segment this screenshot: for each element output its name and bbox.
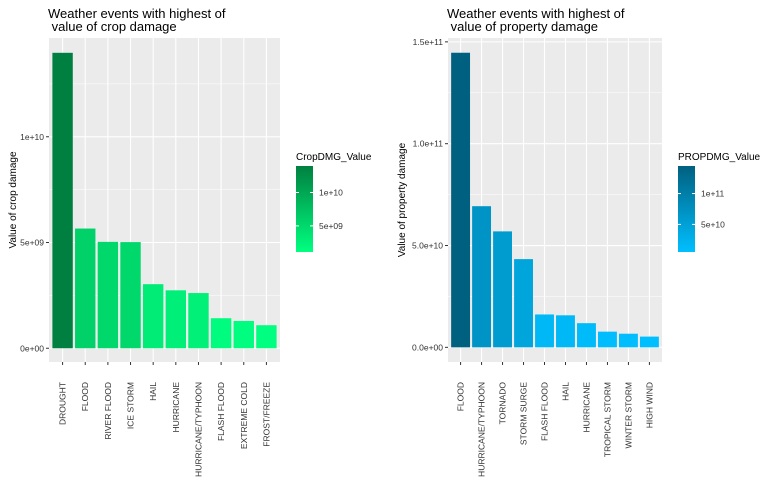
crop-x-tick-label: EXTREME COLD xyxy=(239,382,249,449)
crop-bars xyxy=(52,52,277,349)
crop-bar-extreme-cold xyxy=(233,320,254,349)
property-damage-chart: Weather events with highest of value of … xyxy=(397,6,761,477)
prop-legend-tick-label: 1e+11 xyxy=(701,189,725,199)
prop-bar-hail xyxy=(556,315,575,348)
crop-legend-colorbar xyxy=(296,166,313,252)
prop-y-axis: 0.0e+00 5.0e+10 1.0e+11 1.5e+11 xyxy=(412,37,448,352)
crop-x-tick-label: RIVER FLOOD xyxy=(103,382,113,440)
prop-bar-storm-surge xyxy=(514,259,533,348)
prop-x-tick-label: STORM SURGE xyxy=(519,382,529,445)
prop-bar-tropical-storm xyxy=(598,331,617,348)
crop-bar-hail xyxy=(142,284,164,349)
prop-bars xyxy=(451,52,659,348)
crop-y-tick-label: 0e+00 xyxy=(20,343,44,353)
prop-x-tick-label: WINTER STORM xyxy=(623,382,633,448)
crop-bar-frost-freeze xyxy=(256,325,277,349)
crop-x-tick-label: FLASH FLOOD xyxy=(216,382,226,441)
crop-legend-tick-label: 5e+09 xyxy=(319,221,343,231)
prop-bar-hurricane-typhoon xyxy=(472,206,492,348)
prop-chart-title-line1: Weather events with highest of xyxy=(447,6,625,21)
prop-y-tick-label: 1.0e+11 xyxy=(413,139,444,149)
prop-x-tick-label: HAIL xyxy=(560,382,570,401)
crop-chart-title-line1: Weather events with highest of xyxy=(48,6,226,21)
prop-bar-flash-flood xyxy=(535,314,554,348)
crop-legend-tick-label: 1e+10 xyxy=(319,188,343,198)
crop-bar-hurricane-typhoon xyxy=(188,293,209,349)
crop-x-tick-label: HURRICANE/TYPHOON xyxy=(193,382,203,477)
prop-bar-tornado xyxy=(493,231,512,348)
prop-y-axis-title: Value of property damage xyxy=(397,142,408,257)
crop-x-tick-label: HAIL xyxy=(148,382,158,401)
prop-x-tick-label: HURRICANE xyxy=(581,382,591,433)
crop-x-tick-label: ICE STORM xyxy=(126,382,136,429)
crop-y-axis: 0e+00 5e+09 1e+10 xyxy=(20,132,49,353)
prop-chart-title-line2: value of property damage xyxy=(447,19,598,34)
prop-bar-hurricane xyxy=(577,323,596,348)
prop-legend: PROPDMG_Value 5e+10 1e+11 xyxy=(678,152,761,252)
crop-x-tick-label: DROUGHT xyxy=(58,382,68,425)
prop-gridlines xyxy=(448,38,662,362)
crop-legend-title: CropDMG_Value xyxy=(296,152,372,163)
prop-y-tick-label: 0.0e+00 xyxy=(412,342,443,352)
crop-bar-ice-storm xyxy=(120,242,141,349)
crop-x-tick-label: FROST/FREEZE xyxy=(261,382,271,447)
prop-x-axis: FLOOD HURRICANE/TYPHOON TORNADO STORM SURGE… xyxy=(456,362,654,477)
crop-x-axis: DROUGHT FLOOD RIVER FLOOD ICE STORM HAIL HURR… xyxy=(58,362,271,477)
crop-legend-ticks: 5e+09 1e+10 xyxy=(296,188,343,231)
prop-x-tick-label: HIGH WIND xyxy=(644,382,654,428)
prop-y-tick-label: 1.5e+11 xyxy=(413,37,444,47)
crop-bar-hurricane xyxy=(165,290,187,349)
crop-bar-flash-flood xyxy=(210,318,232,349)
prop-legend-tick-label: 5e+10 xyxy=(701,219,725,229)
prop-bar-winter-storm xyxy=(618,333,638,348)
prop-y-tick-label: 5.0e+10 xyxy=(412,241,443,251)
prop-legend-colorbar xyxy=(678,166,695,252)
prop-x-tick-label: TROPICAL STORM xyxy=(602,382,612,457)
crop-x-tick-label: HURRICANE xyxy=(171,382,181,433)
crop-chart-title-line2: value of crop damage xyxy=(48,19,177,34)
prop-legend-title: PROPDMG_Value xyxy=(678,152,761,163)
crop-bar-drought xyxy=(52,52,73,349)
prop-bar-flood xyxy=(451,52,471,348)
crop-damage-chart: Weather events with highest of value of … xyxy=(8,6,372,477)
prop-x-tick-label: FLASH FLOOD xyxy=(540,382,550,441)
crop-bar-river-flood xyxy=(97,241,119,349)
prop-legend-ticks: 5e+10 1e+11 xyxy=(678,189,725,229)
crop-y-axis-title: Value of crop damage xyxy=(8,151,19,249)
prop-x-tick-label: HURRICANE/TYPHOON xyxy=(477,382,487,477)
crop-x-tick-label: FLOOD xyxy=(80,382,90,411)
prop-x-tick-label: TORNADO xyxy=(498,382,508,425)
crop-bar-flood xyxy=(75,228,96,349)
prop-bar-high-wind xyxy=(639,336,659,348)
crop-y-tick-label: 5e+09 xyxy=(20,238,44,248)
prop-x-tick-label: FLOOD xyxy=(456,382,466,411)
crop-y-tick-label: 1e+10 xyxy=(20,132,44,142)
crop-legend: CropDMG_Value 5e+09 1e+10 xyxy=(296,152,372,252)
